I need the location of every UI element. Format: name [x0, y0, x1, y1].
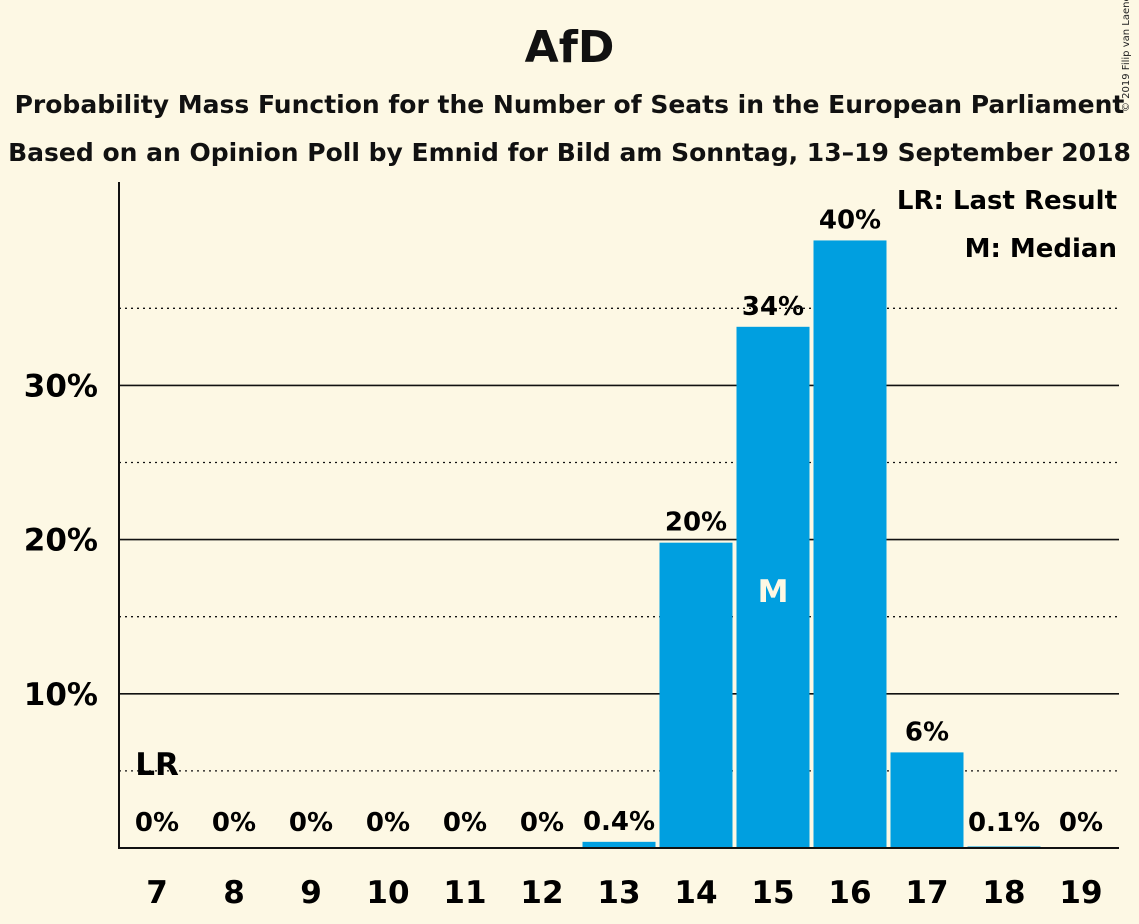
- chart-subtitle-2: Based on an Opinion Poll by Emnid for Bi…: [8, 138, 1131, 167]
- x-tick-label: 8: [223, 875, 245, 911]
- bar-13: [582, 841, 656, 848]
- chart-subtitle-1: Probability Mass Function for the Number…: [14, 90, 1125, 119]
- x-tick-label: 12: [520, 875, 563, 911]
- gridlines: [119, 307, 1119, 772]
- bar-labels: 0% 0% 0% 0% 0% 0% 0.4% 20% 34% 40% 6% 0.1% 0% M LR: [135, 205, 1103, 838]
- bar-value-label: 40%: [819, 205, 881, 235]
- x-tick-label: 15: [751, 875, 794, 911]
- y-tick-label: 30%: [24, 368, 98, 404]
- bar-value-label: 0%: [366, 808, 410, 838]
- bar-value-label: 0%: [212, 808, 256, 838]
- tick-labels: 10% 20% 30% 7 8 9 10 11 12 13 14 15 16 17 18 19: [24, 368, 1103, 911]
- bar-value-label: 0%: [520, 808, 564, 838]
- x-tick-label: 11: [443, 875, 486, 911]
- bar-value-label: 0.1%: [968, 808, 1040, 838]
- bar-value-label: 0.4%: [583, 807, 655, 837]
- bar-value-label: 0%: [135, 808, 179, 838]
- median-marker: M: [758, 574, 789, 610]
- bar-17: [890, 752, 964, 848]
- x-tick-label: 14: [674, 875, 717, 911]
- bar-value-label: 0%: [1059, 808, 1103, 838]
- bar-15: [736, 326, 810, 849]
- bar-value-label: 20%: [665, 508, 727, 538]
- x-tick-label: 10: [366, 875, 409, 911]
- y-tick-label: 20%: [24, 523, 98, 559]
- bar-16: [813, 240, 887, 848]
- x-tick-label: 17: [905, 875, 948, 911]
- x-tick-label: 16: [828, 875, 871, 911]
- last-result-marker: LR: [135, 747, 179, 783]
- bar-value-label: 34%: [742, 292, 804, 322]
- x-tick-label: 9: [300, 875, 322, 911]
- x-tick-label: 19: [1059, 875, 1102, 911]
- bar-value-label: 6%: [905, 717, 949, 747]
- bar-14: [659, 542, 733, 848]
- bar-value-label: 0%: [289, 808, 333, 838]
- chart-title: AfD: [524, 22, 615, 73]
- x-tick-label: 13: [597, 875, 640, 911]
- axes: [118, 182, 1119, 849]
- x-tick-label: 7: [146, 875, 168, 911]
- legend: LR: Last Result M: Median: [897, 186, 1117, 264]
- bar-value-label: 0%: [443, 808, 487, 838]
- legend-last-result: LR: Last Result: [897, 186, 1117, 216]
- x-tick-label: 18: [982, 875, 1025, 911]
- bars: [582, 240, 1041, 849]
- legend-median: M: Median: [965, 234, 1117, 264]
- y-tick-label: 10%: [24, 677, 98, 713]
